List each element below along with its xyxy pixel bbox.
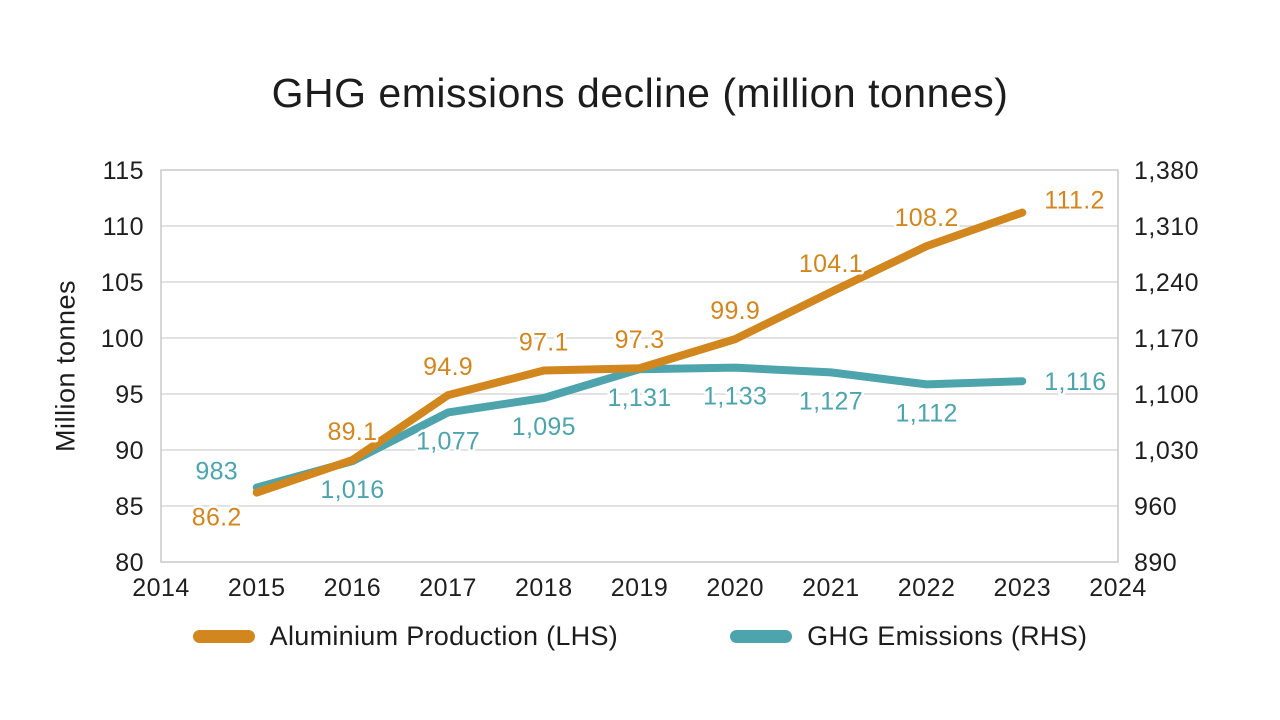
chart-title: GHG emissions decline (million tonnes) <box>271 70 1009 116</box>
data-label-aluminium-production-2015: 86.2 <box>192 504 242 532</box>
x-axis-tick: 2014 <box>132 574 190 602</box>
data-label-ghg-emissions-2020: 1,133 <box>703 383 767 411</box>
legend: Aluminium Production (LHS) GHG Emissions… <box>0 621 1280 652</box>
legend-label-aluminium-production: Aluminium Production (LHS) <box>269 621 619 651</box>
right-axis-tick: 1,030 <box>1134 437 1199 465</box>
legend-label-ghg-emissions: GHG Emissions (RHS) <box>807 621 1088 651</box>
left-axis-tick: 105 <box>101 269 144 297</box>
left-axis-tick: 85 <box>115 493 144 521</box>
x-axis-tick: 2022 <box>898 574 956 602</box>
data-label-ghg-emissions-2022: 1,112 <box>895 399 957 427</box>
x-axis-tick: 2024 <box>1089 574 1147 602</box>
x-axis-tick: 2021 <box>802 574 860 602</box>
data-label-ghg-emissions-2023: 1,116 <box>1044 368 1106 396</box>
right-axis-tick: 1,100 <box>1134 381 1199 409</box>
legend-swatch-ghg-emissions-icon <box>730 630 793 643</box>
x-axis-tick: 2015 <box>228 574 286 602</box>
left-axis-tick: 110 <box>103 213 144 241</box>
left-axis-tick: 115 <box>103 157 144 185</box>
right-axis-tick: 960 <box>1134 493 1177 521</box>
series-line-aluminium-production <box>252 208 1027 497</box>
left-axis-tick: 95 <box>115 381 144 409</box>
data-label-aluminium-production-2021: 104.1 <box>799 250 863 278</box>
data-label-aluminium-production-2022: 108.2 <box>895 204 959 232</box>
plot-border <box>160 169 1119 563</box>
data-label-aluminium-production-2019: 97.3 <box>615 326 665 354</box>
x-axis-tick: 2016 <box>324 574 382 602</box>
right-axis-tick: 1,380 <box>1134 157 1199 185</box>
data-label-ghg-emissions-2021: 1,127 <box>799 387 863 415</box>
right-axis-tick: 890 <box>1134 549 1177 577</box>
legend-item-ghg-emissions: GHG Emissions (RHS) <box>730 621 1087 652</box>
left-axis-tick: 80 <box>115 549 144 577</box>
x-axis-tick: 2023 <box>993 574 1051 602</box>
data-label-aluminium-production-2017: 94.9 <box>423 353 473 381</box>
x-axis-tick: 2019 <box>611 574 669 602</box>
legend-swatch-aluminium-production-icon <box>192 630 255 643</box>
legend-item-aluminium-production: Aluminium Production (LHS) <box>192 621 619 652</box>
right-axis-tick: 1,240 <box>1134 269 1199 297</box>
data-label-ghg-emissions-2018: 1,095 <box>512 413 576 441</box>
right-axis-tick: 1,170 <box>1134 325 1199 353</box>
left-axis-tick: 100 <box>101 325 144 353</box>
data-label-aluminium-production-2020: 99.9 <box>710 297 760 325</box>
data-label-ghg-emissions-2016: 1,016 <box>320 476 384 504</box>
x-axis-tick: 2017 <box>419 574 477 602</box>
x-axis-tick: 2020 <box>706 574 764 602</box>
data-label-aluminium-production-2018: 97.1 <box>519 328 569 356</box>
data-label-ghg-emissions-2017: 1,077 <box>416 427 480 455</box>
x-axis-tick: 2018 <box>515 574 573 602</box>
right-axis-tick: 1,310 <box>1134 213 1199 241</box>
data-label-aluminium-production-2023: 111.2 <box>1044 187 1104 215</box>
left-axis-tick: 90 <box>115 437 144 465</box>
data-label-ghg-emissions-2015: 983 <box>195 458 238 486</box>
data-label-ghg-emissions-2019: 1,131 <box>607 384 671 412</box>
data-label-aluminium-production-2016: 89.1 <box>327 418 377 446</box>
